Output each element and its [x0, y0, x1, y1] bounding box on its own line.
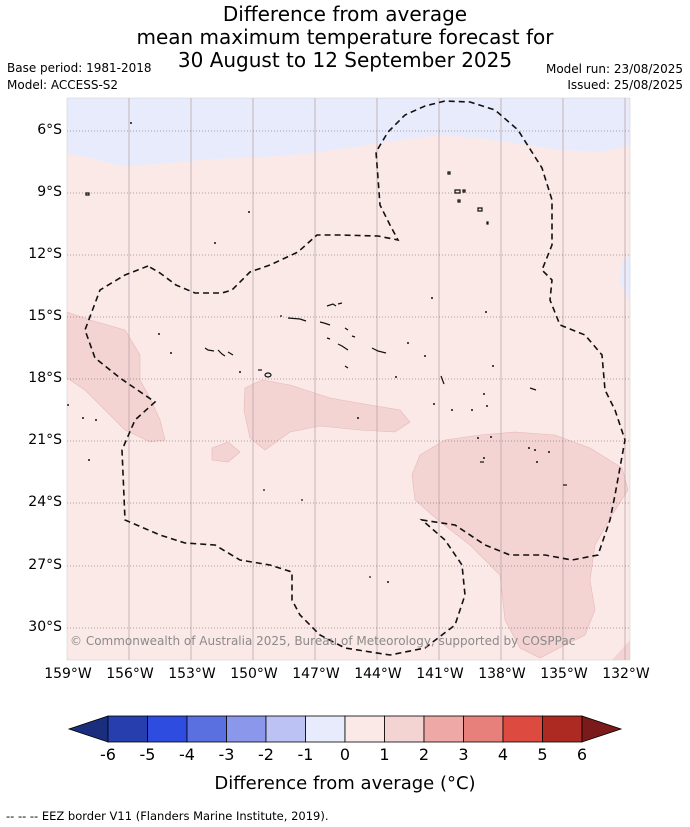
colorbar-bin-6	[305, 715, 346, 743]
colorbar-tick: -2	[258, 745, 274, 764]
lat-label-21s: 21°S	[28, 432, 62, 448]
lon-label-159w: 159°W	[44, 666, 92, 682]
warm-anomaly-corner	[612, 640, 630, 660]
colorbar-bin-10	[463, 715, 504, 743]
lat-label-15s: 15°S	[28, 308, 62, 324]
title-line-3: 30 August to 12 September 2025	[177, 48, 513, 72]
model-name: Model: ACCESS-S2	[7, 78, 119, 92]
warm-anomaly-east	[411, 431, 629, 659]
lon-label-138w: 138°W	[478, 666, 526, 682]
colorbar-tick: 0	[339, 745, 351, 764]
lat-label-30s: 30°S	[28, 619, 62, 635]
title-line-2: mean maximum temperature forecast for	[136, 25, 554, 49]
lat-label-12s: 12°S	[28, 246, 62, 262]
colorbar-tick: 4	[497, 745, 509, 764]
lon-label-153w: 153°W	[168, 666, 216, 682]
lon-label-156w: 156°W	[106, 666, 154, 682]
colorbar-bin-9	[423, 715, 464, 743]
colorbar-bin-3	[186, 715, 227, 743]
warm-anomaly-small	[211, 441, 241, 463]
eez-legend: -- -- -- EEZ border V11 (Flanders Marine…	[6, 809, 329, 823]
lat-label-18s: 18°S	[28, 370, 62, 386]
colorbar-over-arrow	[581, 715, 623, 743]
latitude-gridlines	[67, 130, 630, 629]
warm-anomaly-central	[243, 379, 411, 451]
islands	[85, 171, 567, 578]
colorbar-tick: -1	[297, 745, 314, 764]
colorbar-bin-11	[502, 715, 543, 743]
base-period: Base period: 1981-2018	[7, 61, 152, 75]
cool-anomaly-area	[67, 98, 630, 166]
colorbar-bin-4	[226, 715, 267, 743]
colorbar-bin-8	[384, 715, 425, 743]
colorbar-tick: 1	[379, 745, 390, 764]
colorbar-tick: -3	[218, 745, 235, 764]
title-line-1: Difference from average	[222, 2, 468, 26]
colorbar-tick: -5	[139, 745, 156, 764]
colorbar-bin-2	[147, 715, 188, 743]
lon-label-144w: 144°W	[354, 666, 402, 682]
colorbar-bin-1	[107, 715, 148, 743]
lat-label-9s: 9°S	[37, 184, 62, 200]
lon-label-135w: 135°W	[540, 666, 588, 682]
colorbar	[67, 715, 623, 743]
eez-border-cook-islands	[84, 100, 626, 656]
colorbar-under-arrow	[67, 715, 109, 743]
colorbar-bin-12	[542, 715, 583, 743]
map-frame	[66, 97, 631, 661]
colorbar-tick: 6	[576, 745, 588, 764]
warm-anomaly-west	[66, 311, 166, 443]
colorbar-bin-7	[344, 715, 385, 743]
colorbar-tick: 3	[458, 745, 469, 764]
lat-label-24s: 24°S	[28, 494, 62, 510]
model-run: Model run: 23/08/2025	[545, 62, 683, 76]
colorbar-bin-5	[265, 715, 306, 743]
colorbar-tick: 2	[418, 745, 430, 764]
small-islets	[67, 122, 550, 583]
colorbar-title: Difference from average (°C)	[214, 773, 476, 794]
copyright-notice: © Commonwealth of Australia 2025, Bureau…	[70, 634, 576, 648]
lon-label-141w: 141°W	[416, 666, 464, 682]
colorbar-tick: -4	[179, 745, 195, 764]
lon-label-150w: 150°W	[230, 666, 278, 682]
lat-label-6s: 6°S	[37, 122, 62, 138]
lon-label-147w: 147°W	[292, 666, 340, 682]
colorbar-tick: 5	[537, 745, 548, 764]
colorbar-tick: -6	[100, 745, 116, 764]
issued-date: Issued: 25/08/2025	[567, 78, 683, 92]
lat-label-27s: 27°S	[28, 557, 62, 573]
lon-label-132w: 132°W	[602, 666, 650, 682]
